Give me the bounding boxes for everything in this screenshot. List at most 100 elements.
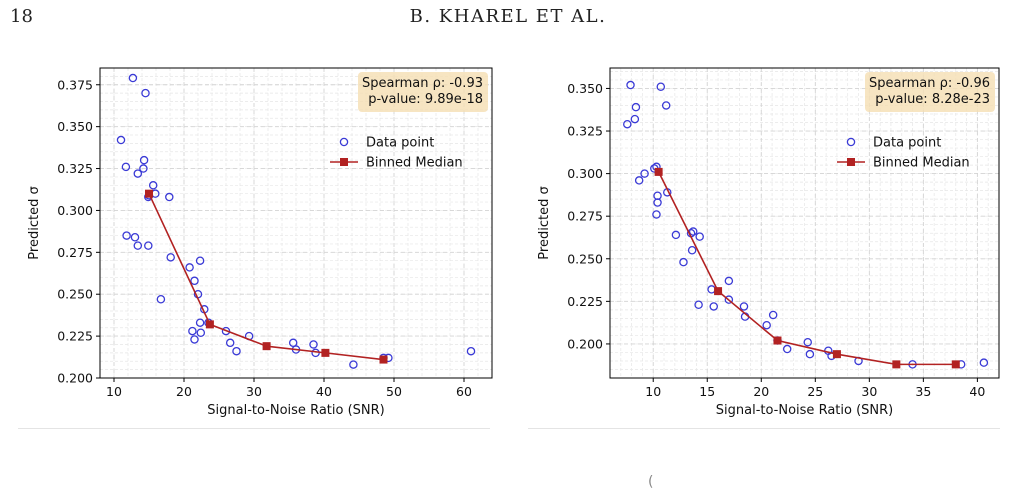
data-point xyxy=(116,135,126,145)
p-value-text: p-value: 9.89e-18 xyxy=(368,92,483,107)
binned-median-marker xyxy=(654,167,663,176)
data-point xyxy=(709,302,718,311)
data-point xyxy=(782,344,792,354)
data-point xyxy=(466,346,476,356)
chart-left: 10 20 30 40 50 60 0.200 0.225 0.250 0.275 0.300 0.3… xyxy=(27,67,493,418)
legend-label-binned-median: Binned Median xyxy=(873,156,970,171)
data-point xyxy=(130,232,140,242)
x-tick-label: 15 xyxy=(699,384,715,399)
y-tick-label: 0.250 xyxy=(57,287,93,302)
legend-marker-data-point xyxy=(339,137,349,147)
x-tick-label: 10 xyxy=(645,384,661,399)
binned-median-marker xyxy=(262,342,271,351)
x-tick-label: 50 xyxy=(386,384,402,399)
x-tick-label: 20 xyxy=(176,384,192,399)
y-tick-label: 0.200 xyxy=(57,371,93,386)
binned-median xyxy=(145,189,388,364)
binned-median-marker xyxy=(951,360,960,369)
data-point xyxy=(225,338,235,348)
data-point xyxy=(190,276,199,286)
binned-median-marker xyxy=(145,189,153,198)
data-point xyxy=(122,231,131,240)
x-tick-label: 35 xyxy=(915,384,931,399)
data-point xyxy=(694,300,703,310)
data-point xyxy=(133,241,143,250)
data-point xyxy=(156,294,166,304)
y-tick-label: 0.225 xyxy=(57,329,93,344)
data-point xyxy=(979,358,989,367)
data-point xyxy=(679,257,688,267)
data-point xyxy=(803,337,812,347)
x-tick-label: 25 xyxy=(807,384,823,399)
grid xyxy=(609,68,1000,378)
data-point xyxy=(631,102,641,112)
data-point xyxy=(653,198,662,207)
binned-median-marker xyxy=(321,348,330,357)
legend-marker-binned-median xyxy=(847,158,855,166)
data-point xyxy=(626,80,635,90)
stat-box xyxy=(358,72,488,112)
y-tick-label: 0.200 xyxy=(567,336,603,351)
legend-label-binned-median: Binned Median xyxy=(366,156,463,171)
data-point xyxy=(739,302,749,311)
data-point xyxy=(139,155,149,165)
y-tick-label: 0.250 xyxy=(567,251,603,266)
data-point xyxy=(652,210,661,219)
x-axis-label: Signal-to-Noise Ratio (SNR) xyxy=(716,403,893,418)
spearman-text: Spearman ρ: -0.96 xyxy=(869,76,990,91)
data-point xyxy=(144,241,153,250)
data-point xyxy=(309,340,318,349)
running-head: B. KHAREL ET AL. xyxy=(409,6,607,27)
y-tick-label: 0.375 xyxy=(57,77,93,92)
y-tick-label: 0.325 xyxy=(567,124,603,139)
data-point xyxy=(121,162,131,172)
axes-frame xyxy=(99,67,493,379)
legend-label-data-point: Data point xyxy=(873,136,941,151)
binned-median-marker xyxy=(773,336,782,345)
chart-right: 10 15 20 25 30 35 40 0.200 0.225 0.250 0.275 0.300 0… xyxy=(537,67,1000,418)
data-point xyxy=(185,263,194,272)
data-point xyxy=(188,326,197,336)
data-point xyxy=(724,276,734,286)
data-point xyxy=(762,320,771,330)
axes-frame xyxy=(609,67,1000,379)
stat-box xyxy=(865,72,995,112)
data-point xyxy=(640,169,649,178)
binned-median-marker xyxy=(205,320,214,329)
data-point xyxy=(688,227,698,236)
data-point xyxy=(133,169,143,178)
y-tick-label: 0.350 xyxy=(57,119,93,134)
legend-marker-binned-median xyxy=(340,158,348,166)
legend-label-data-point: Data point xyxy=(366,136,434,151)
x-tick-label: 10 xyxy=(106,384,122,399)
x-tick-label: 20 xyxy=(753,384,769,399)
y-axis-label: Predicted σ xyxy=(537,186,552,259)
data-point xyxy=(232,346,241,356)
page-number: 18 xyxy=(10,6,33,27)
data-point xyxy=(196,328,206,338)
data-point xyxy=(190,335,199,344)
p-value-text: p-value: 8.28e-23 xyxy=(875,92,990,107)
divider-left xyxy=(18,428,490,429)
binned-median-line xyxy=(657,171,956,366)
x-tick-label: 40 xyxy=(969,384,985,399)
data-point xyxy=(805,349,815,359)
binned-median-marker xyxy=(892,360,901,369)
data-point xyxy=(671,230,681,240)
y-tick-label: 0.275 xyxy=(567,209,603,224)
x-tick-label: 60 xyxy=(456,384,472,399)
data-point xyxy=(165,192,174,202)
data-point xyxy=(687,246,697,255)
data-points xyxy=(116,73,476,369)
x-tick-label: 30 xyxy=(246,384,262,399)
x-tick-label: 40 xyxy=(316,384,332,399)
data-point xyxy=(623,119,632,129)
divider-right xyxy=(528,428,1000,429)
data-point xyxy=(695,232,704,241)
y-tick-label: 0.300 xyxy=(567,166,603,181)
data-point xyxy=(630,114,640,124)
binned-median-marker xyxy=(379,355,388,364)
data-point xyxy=(128,73,138,83)
data-point xyxy=(166,253,175,262)
y-tick-label: 0.325 xyxy=(57,161,93,176)
